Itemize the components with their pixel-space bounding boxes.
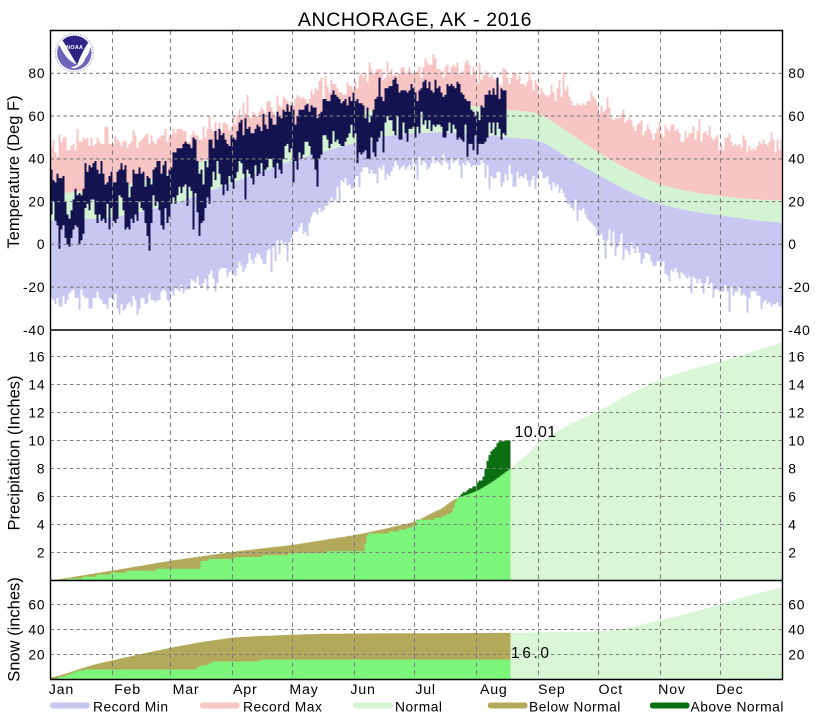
- svg-text:Jul: Jul: [415, 682, 436, 698]
- svg-text:20: 20: [28, 194, 45, 209]
- svg-text:Record Max: Record Max: [243, 700, 322, 715]
- svg-text:Sep: Sep: [538, 682, 566, 698]
- svg-text:40: 40: [788, 622, 805, 637]
- svg-text:-40: -40: [23, 323, 45, 338]
- svg-text:60: 60: [788, 109, 805, 124]
- svg-text:8: 8: [788, 461, 796, 476]
- svg-text:10.01: 10.01: [515, 424, 557, 441]
- svg-text:80: 80: [28, 66, 45, 81]
- svg-text:Above Normal: Above Normal: [691, 700, 784, 715]
- svg-text:10: 10: [28, 433, 45, 448]
- svg-text:40: 40: [28, 622, 45, 637]
- svg-text:Normal: Normal: [395, 700, 442, 715]
- svg-text:2: 2: [37, 545, 45, 560]
- svg-text:-20: -20: [23, 280, 45, 295]
- svg-text:Jun: Jun: [350, 682, 375, 698]
- svg-text:Nov: Nov: [658, 682, 686, 698]
- svg-text:Feb: Feb: [114, 682, 141, 698]
- svg-text:8: 8: [37, 461, 45, 476]
- svg-text:12: 12: [788, 405, 805, 420]
- svg-text:60: 60: [28, 597, 45, 612]
- svg-text:Jan: Jan: [49, 682, 74, 698]
- svg-text:40: 40: [28, 152, 45, 167]
- svg-text:ANCHORAGE, AK - 2016: ANCHORAGE, AK - 2016: [298, 9, 532, 31]
- svg-text:-20: -20: [788, 280, 810, 295]
- svg-text:6: 6: [788, 489, 796, 504]
- svg-text:0: 0: [37, 237, 45, 252]
- svg-text:May: May: [289, 682, 318, 698]
- svg-text:Snow (inches): Snow (inches): [6, 577, 24, 682]
- svg-text:4: 4: [788, 517, 796, 532]
- svg-text:16.0: 16.0: [511, 645, 552, 662]
- svg-text:Aug: Aug: [480, 682, 508, 698]
- svg-text:20: 20: [28, 647, 45, 662]
- svg-text:16: 16: [28, 349, 45, 364]
- svg-text:Precipitation (Inches): Precipitation (Inches): [6, 376, 24, 531]
- svg-text:Apr: Apr: [233, 682, 257, 698]
- svg-text:80: 80: [788, 66, 805, 81]
- svg-text:60: 60: [788, 597, 805, 612]
- svg-text:Oct: Oct: [599, 682, 623, 698]
- svg-text:20: 20: [788, 194, 805, 209]
- svg-text:Temperature (Deg F): Temperature (Deg F): [5, 95, 23, 248]
- svg-text:Below Normal: Below Normal: [529, 700, 621, 715]
- svg-text:Mar: Mar: [173, 682, 200, 698]
- svg-text:14: 14: [788, 377, 805, 392]
- svg-text:10: 10: [788, 433, 805, 448]
- svg-text:6: 6: [37, 489, 45, 504]
- svg-text:20: 20: [788, 647, 805, 662]
- svg-text:14: 14: [28, 377, 45, 392]
- svg-text:-40: -40: [788, 323, 810, 338]
- svg-text:Record Min: Record Min: [93, 700, 169, 715]
- svg-text:0: 0: [788, 237, 796, 252]
- svg-text:60: 60: [28, 109, 45, 124]
- svg-text:16: 16: [788, 349, 805, 364]
- svg-text:4: 4: [37, 517, 45, 532]
- svg-text:12: 12: [28, 405, 45, 420]
- svg-text:Dec: Dec: [716, 682, 744, 698]
- svg-text:2: 2: [788, 545, 796, 560]
- svg-text:NOAA: NOAA: [66, 45, 83, 51]
- svg-text:40: 40: [788, 152, 805, 167]
